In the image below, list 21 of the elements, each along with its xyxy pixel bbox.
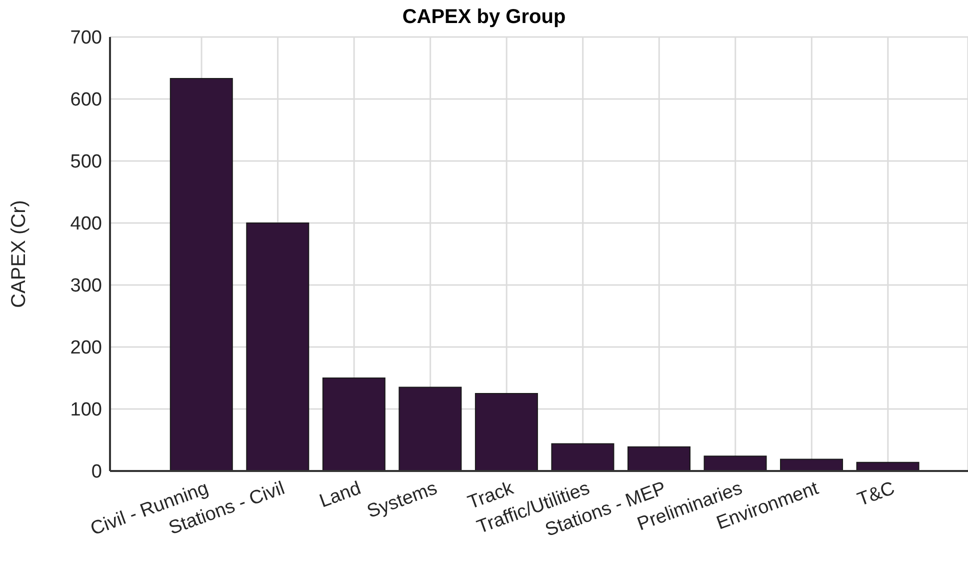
bar — [246, 222, 310, 471]
y-tick-label: 300 — [70, 276, 102, 297]
bar — [551, 443, 614, 471]
bar — [170, 78, 233, 471]
y-tick-label: 700 — [70, 28, 102, 49]
y-axis-title: CAPEX (Cr) — [8, 200, 30, 308]
y-tick-label: 100 — [70, 400, 102, 421]
y-tick-label: 600 — [70, 90, 102, 111]
bar — [780, 458, 844, 471]
bar — [322, 378, 386, 471]
y-tick-label: 0 — [91, 462, 102, 483]
bar — [474, 393, 538, 471]
y-tick-label: 200 — [70, 338, 102, 359]
bar — [704, 456, 767, 471]
x-tick-label: T&C — [854, 478, 898, 511]
x-tick-label: Land — [316, 478, 364, 512]
y-tick-label: 400 — [70, 214, 102, 235]
bar — [398, 386, 462, 471]
chart-title: CAPEX by Group — [401, 6, 567, 29]
bar — [627, 446, 690, 471]
y-tick-label: 500 — [70, 152, 102, 173]
